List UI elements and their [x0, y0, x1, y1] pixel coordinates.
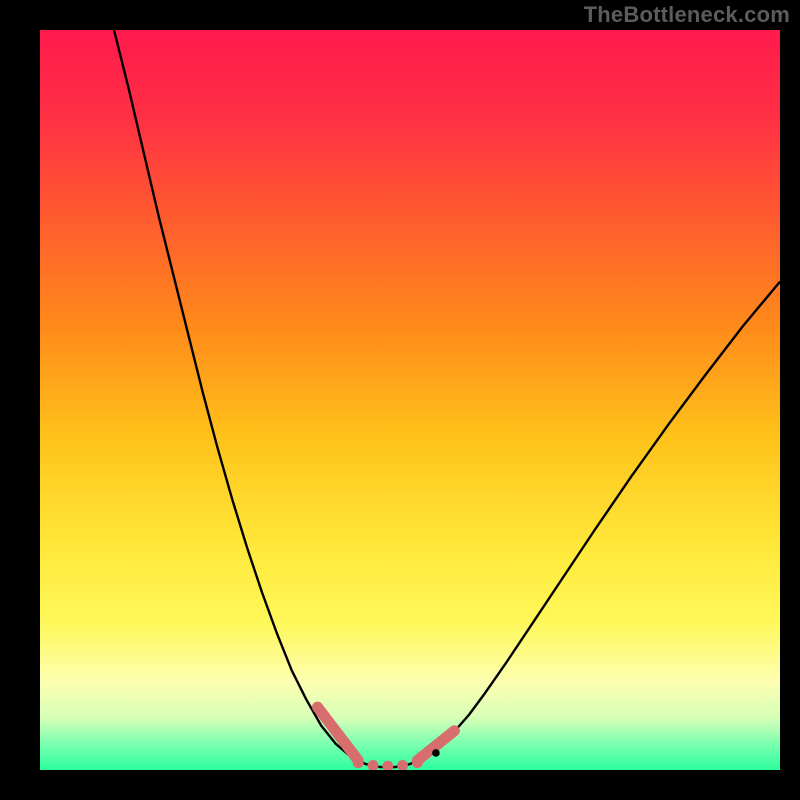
- plot-background: [40, 30, 780, 770]
- highlight-dot: [353, 757, 364, 768]
- highlight-dot: [412, 757, 423, 768]
- chart-stage: TheBottleneck.com: [0, 0, 800, 800]
- highlight-dot: [382, 761, 393, 772]
- highlight-dot: [368, 760, 379, 771]
- vertex-marker: [432, 749, 440, 757]
- bottleneck-chart: [0, 0, 800, 800]
- highlight-dot: [397, 760, 408, 771]
